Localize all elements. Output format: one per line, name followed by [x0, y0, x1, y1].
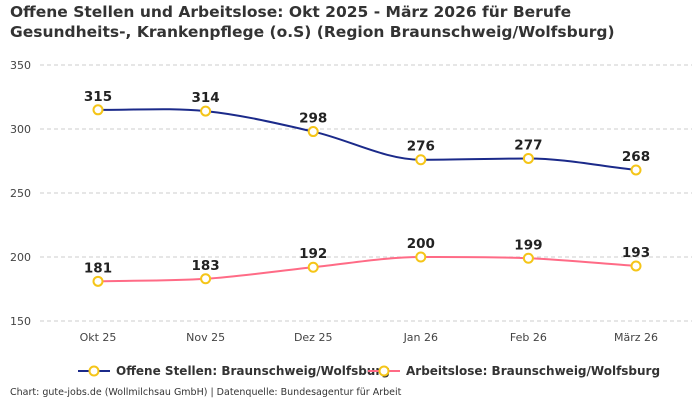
data-point	[307, 261, 319, 273]
data-label: 200	[407, 236, 435, 252]
x-tick-label: Dez 25	[294, 331, 333, 344]
data-point	[630, 164, 642, 176]
data-label: 298	[299, 111, 327, 127]
data-label: 193	[622, 245, 650, 261]
y-tick-label: 300	[10, 123, 31, 136]
data-label: 268	[622, 149, 650, 165]
y-tick-label: 250	[10, 187, 31, 200]
y-tick-label: 350	[10, 59, 31, 72]
y-tick-label: 150	[10, 315, 31, 328]
data-label: 199	[514, 237, 542, 253]
chart-footer: Chart: gute-jobs.de (Wollmilchsau GmbH) …	[10, 387, 402, 398]
data-point	[630, 260, 642, 272]
data-label: 183	[192, 258, 220, 274]
data-label: 181	[84, 260, 112, 276]
data-point	[92, 104, 104, 116]
data-label: 315	[84, 89, 112, 105]
data-label: 192	[299, 246, 327, 262]
data-point	[200, 105, 212, 117]
chart-title: Offene Stellen und Arbeitslose: Okt 2025…	[10, 3, 615, 41]
data-point	[307, 126, 319, 138]
x-tick-label: März 26	[614, 331, 658, 344]
data-point	[522, 252, 534, 264]
x-tick-label: Nov 25	[186, 331, 225, 344]
data-label: 276	[407, 139, 435, 155]
data-point	[92, 275, 104, 287]
x-tick-label: Okt 25	[80, 331, 117, 344]
data-point	[200, 273, 212, 285]
data-label: 277	[514, 137, 542, 153]
series-line	[97, 255, 637, 283]
data-point	[415, 251, 427, 263]
legend-marker	[88, 365, 100, 377]
data-label: 314	[192, 90, 220, 106]
x-tick-label: Feb 26	[510, 331, 547, 344]
data-point	[415, 154, 427, 166]
y-tick-label: 200	[10, 251, 31, 264]
legend-marker	[378, 365, 390, 377]
x-tick-label: Jan 26	[403, 331, 438, 344]
legend-label: Offene Stellen: Braunschweig/Wolfsburg	[116, 364, 390, 378]
series-line	[97, 108, 637, 171]
legend-label: Arbeitslose: Braunschweig/Wolfsburg	[406, 364, 660, 378]
data-point	[522, 152, 534, 164]
